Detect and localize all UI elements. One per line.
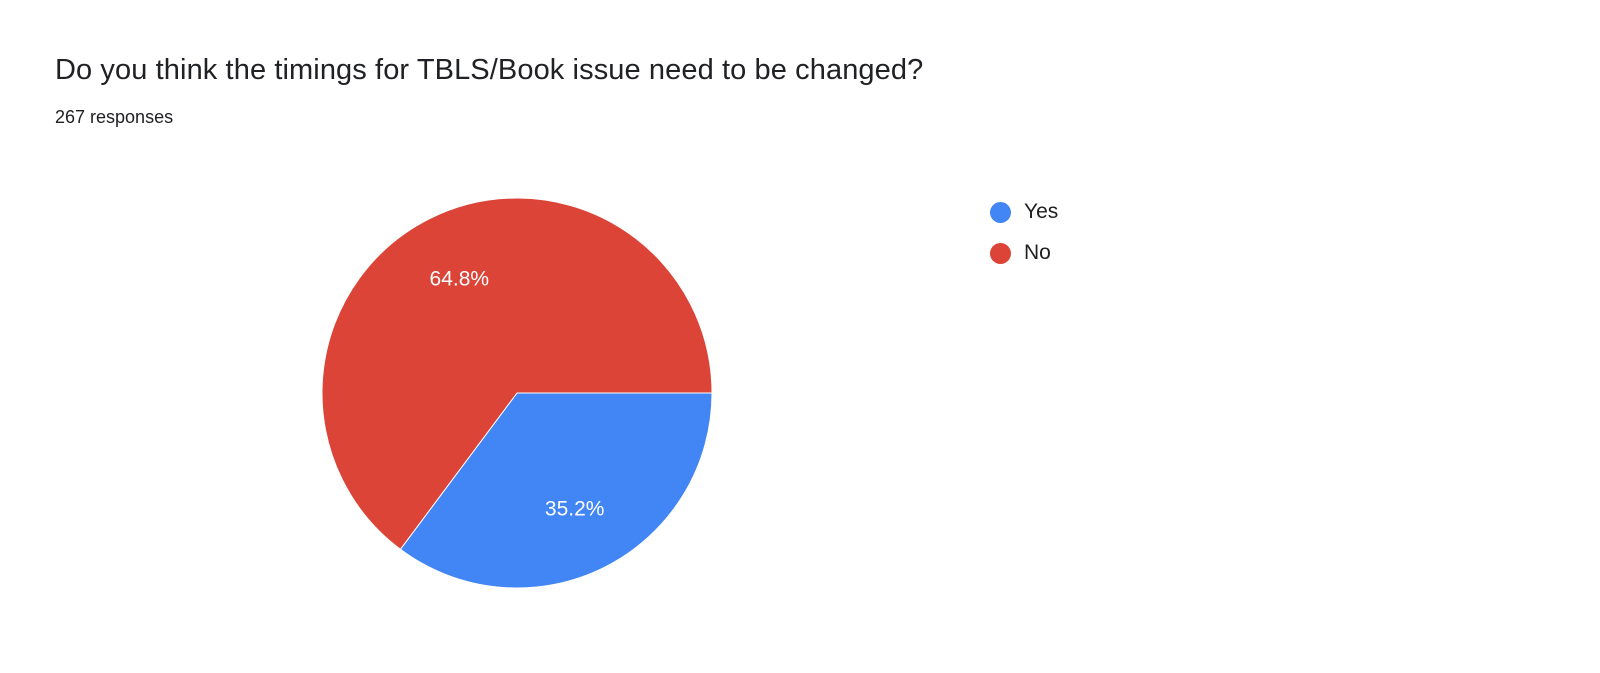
legend-label: No [1024,241,1051,264]
chart-legend: Yes No [990,200,1058,265]
response-count: 267 responses [55,107,174,127]
pie-slice-value-label: 35.2% [545,497,605,520]
pie-chart: 35.2% 64.8% [321,197,713,589]
pie-slice-value-label: 64.8% [430,267,490,290]
legend-label: Yes [1024,200,1059,223]
chart-title: Do you think the timings for TBLS/Book i… [55,54,924,86]
legend-swatch-icon [990,201,1011,223]
pie-slice-yes[interactable] [399,392,713,589]
legend-swatch-icon [990,242,1011,264]
legend-item-yes: Yes [990,200,1058,224]
pie-slice-no[interactable] [321,197,713,551]
legend-item-no: No [990,241,1058,265]
pie-chart-svg: 35.2% 64.8% [321,197,713,589]
